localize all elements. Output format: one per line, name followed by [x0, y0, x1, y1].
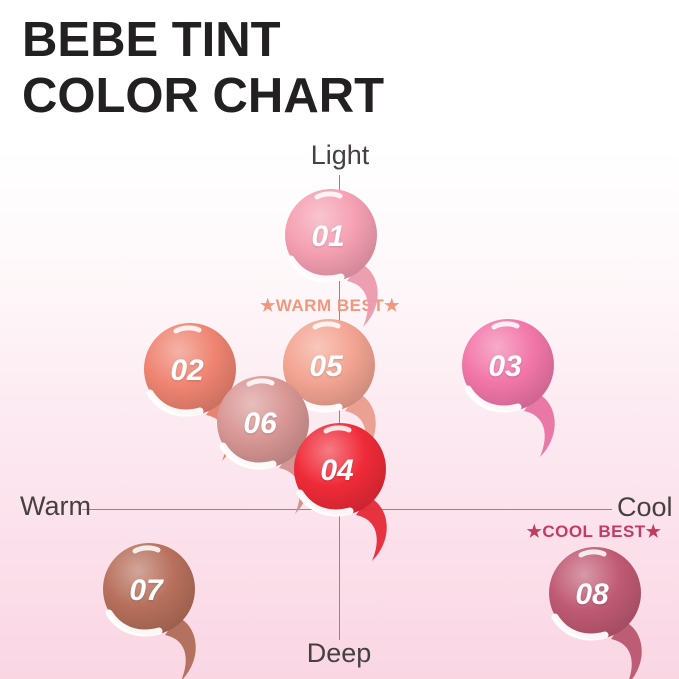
tint-number: 02: [170, 354, 204, 387]
blob-body: [285, 189, 378, 282]
blob-tail: [355, 496, 387, 561]
axis-label-deep: Deep: [306, 638, 372, 668]
blob-shine: [246, 378, 275, 387]
blob-shine: [491, 321, 520, 330]
axis-label-light: Light: [310, 140, 370, 170]
axis-label-cool: Cool: [617, 492, 673, 522]
tint-swatch-08: 08: [525, 527, 665, 679]
page-title: BEBE TINT COLOR CHART: [22, 12, 384, 125]
tint-number: 03: [488, 350, 522, 383]
tint-blob-svg: 06: [217, 376, 311, 515]
blob-highlight: [287, 255, 345, 283]
blob-highlight: [551, 613, 609, 640]
blob-highlight: [464, 385, 522, 413]
tint-swatch-07: 07: [79, 523, 219, 679]
blob-body: [282, 319, 375, 412]
blob-body: [549, 546, 642, 639]
tint-number: 04: [320, 454, 354, 487]
blob-tail: [611, 620, 642, 679]
tint-number: 07: [129, 574, 164, 607]
blob-body: [143, 322, 236, 415]
blob-shine: [314, 191, 343, 200]
blob-shine: [132, 545, 161, 554]
tint-swatch-01: 01: [261, 169, 401, 339]
warm-best-badge: ★WARM BEST★: [260, 296, 400, 315]
blob-shine: [312, 321, 341, 330]
blob-shine: [173, 325, 202, 334]
blob-body: [217, 376, 310, 469]
blob-highlight: [105, 609, 163, 637]
tint-number: 01: [312, 220, 345, 253]
page-title-line2: COLOR CHART: [22, 69, 385, 124]
blob-highlight: [219, 442, 277, 470]
blob-tail: [524, 393, 555, 458]
blob-shine: [578, 548, 607, 557]
tint-blob-svg: 01: [285, 189, 379, 328]
axis-label-warm: Warm: [20, 491, 91, 521]
tint-number: 08: [575, 578, 609, 611]
tint-swatch-03: 03: [438, 299, 578, 469]
blob-body: [293, 422, 386, 515]
tint-blob-svg: 08: [549, 546, 642, 679]
blob-body: [462, 319, 555, 412]
tint-swatch-06: 06: [193, 356, 333, 526]
blob-tail: [347, 263, 379, 328]
tint-number: 06: [244, 407, 278, 440]
cool-best-badge: ★COOL BEST★: [526, 522, 662, 541]
tint-swatch-05: 05: [259, 299, 399, 469]
tint-blob-svg: 03: [462, 319, 555, 458]
blob-highlight: [146, 389, 204, 417]
blob-highlight: [296, 489, 353, 517]
blob-body: [103, 543, 196, 636]
page-title-line1: BEBE TINT: [22, 13, 281, 67]
blob-tail: [165, 617, 196, 679]
tint-swatch-04: 04: [270, 403, 410, 573]
tint-blob-svg: 04: [293, 422, 387, 561]
tint-blob-svg: 07: [103, 543, 196, 679]
tint-number: 05: [309, 350, 344, 383]
tint-blob-svg: 05: [282, 319, 376, 458]
blob-shine: [323, 425, 351, 434]
